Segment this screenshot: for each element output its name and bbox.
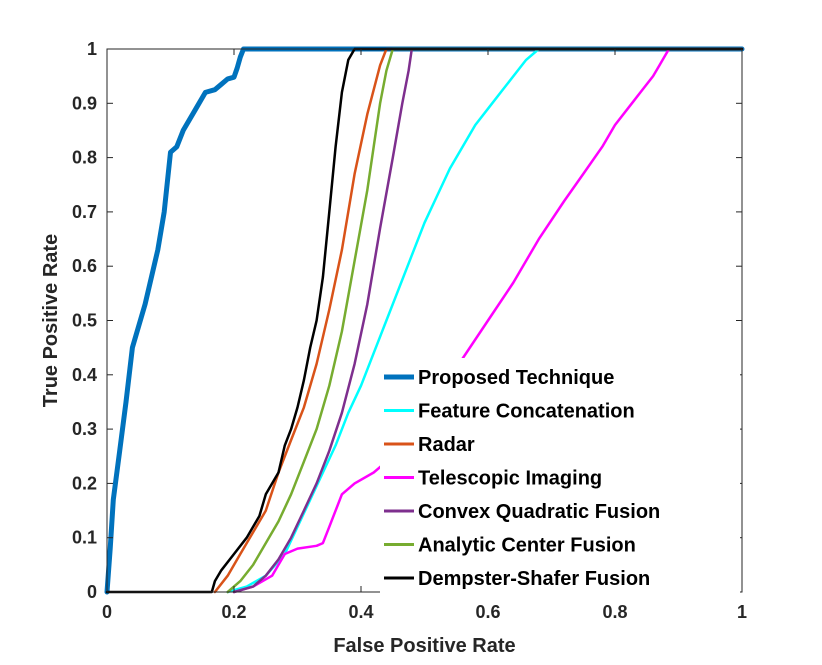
series-lines xyxy=(104,46,745,595)
legend-label: Telescopic Imaging xyxy=(418,468,602,490)
series-line-5 xyxy=(232,47,744,594)
y-tick-label: 0.4 xyxy=(72,365,97,385)
legend-label: Radar xyxy=(418,434,475,456)
legend-label: Convex Quadratic Fusion xyxy=(418,501,660,523)
series-line-1 xyxy=(104,46,745,595)
y-tick-label: 0.3 xyxy=(72,419,97,439)
y-tick-label: 0.9 xyxy=(72,93,97,113)
y-tick-label: 0.7 xyxy=(72,202,97,222)
series-line-7 xyxy=(105,47,744,594)
x-axis-title: False Positive Rate xyxy=(333,635,515,657)
legend: Proposed Technique Feature Concatenation R… xyxy=(380,358,740,599)
y-tick-label: 0.6 xyxy=(72,256,97,276)
x-tick-label: 0.6 xyxy=(475,602,500,622)
series-line-6 xyxy=(226,47,744,594)
y-axis: 0 0.1 0.2 0.3 0.4 0.5 0.6 0.7 0.8 0.9 1 xyxy=(72,39,742,602)
legend-label: Dempster-Shafer Fusion xyxy=(418,568,650,590)
series-line-3 xyxy=(213,47,744,594)
y-tick-label: 0 xyxy=(87,582,97,602)
y-tick-label: 0.1 xyxy=(72,528,97,548)
x-axis: 0 0.2 0.4 0.6 0.8 1 xyxy=(102,49,747,622)
legend-background xyxy=(380,358,740,599)
y-tick-label: 1 xyxy=(87,39,97,59)
y-tick-label: 0.8 xyxy=(72,148,97,168)
legend-label: Proposed Technique xyxy=(418,367,614,389)
x-tick-label: 1 xyxy=(737,602,747,622)
y-tick-label: 0.2 xyxy=(72,473,97,493)
y-axis-title: True Positive Rate xyxy=(40,234,62,407)
x-tick-label: 0.2 xyxy=(221,602,246,622)
x-tick-label: 0.4 xyxy=(348,602,373,622)
y-tick-label: 0.5 xyxy=(72,311,97,331)
x-tick-label: 0 xyxy=(102,602,112,622)
legend-label: Feature Concatenation xyxy=(418,401,635,423)
legend-label: Analytic Center Fusion xyxy=(418,535,636,557)
x-tick-label: 0.8 xyxy=(602,602,627,622)
